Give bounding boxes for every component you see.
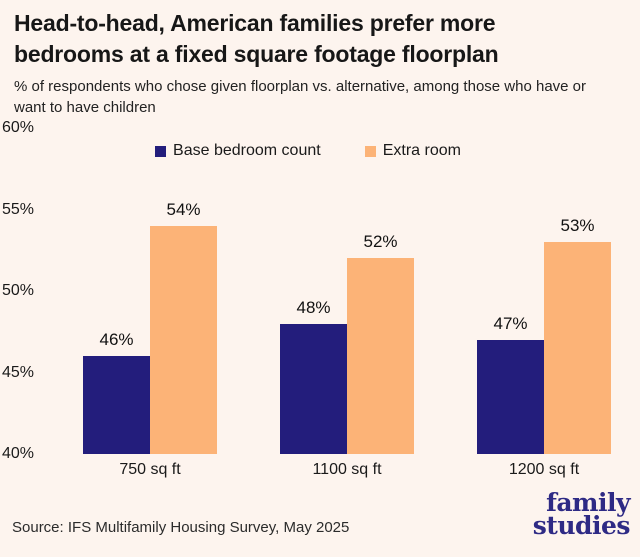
logo-line-family: family bbox=[546, 488, 630, 517]
value-label: 53% bbox=[560, 216, 595, 236]
value-label: 47% bbox=[493, 313, 528, 333]
chart-subtitle: % of respondents who chose given floorpl… bbox=[14, 77, 587, 116]
y-tick-label: 50% bbox=[2, 282, 35, 299]
legend: Base bedroom count Extra room bbox=[0, 142, 628, 160]
y-tick-label: 55% bbox=[2, 200, 35, 218]
value-label: 54% bbox=[166, 199, 201, 219]
header: Head-to-head, American families prefer m… bbox=[14, 8, 606, 118]
legend-swatch bbox=[155, 145, 167, 157]
bar bbox=[347, 258, 414, 454]
legend-label: Base bedroom count bbox=[173, 142, 321, 159]
bar bbox=[280, 323, 347, 454]
chart-title: Head-to-head, American families prefer m… bbox=[14, 10, 499, 67]
legend-item: Extra room bbox=[364, 142, 461, 160]
bar bbox=[544, 242, 611, 454]
bar bbox=[477, 339, 544, 454]
y-tick-label: 40% bbox=[2, 445, 35, 462]
y-tick-label: 45% bbox=[2, 363, 35, 381]
category-label: 1100 sq ft bbox=[312, 461, 382, 478]
bar bbox=[83, 356, 150, 454]
category-label: 1200 sq ft bbox=[508, 461, 580, 478]
category-label: 750 sq ft bbox=[119, 461, 181, 478]
source-note: Source: IFS Multifamily Housing Survey, … bbox=[12, 519, 350, 536]
legend-swatch bbox=[364, 145, 376, 157]
bar bbox=[150, 225, 217, 454]
legend-item: Base bedroom count bbox=[155, 142, 321, 160]
value-label: 46% bbox=[99, 330, 134, 350]
y-tick-label: 60% bbox=[2, 119, 35, 136]
family-studies-logo: family studies bbox=[532, 488, 631, 540]
logo-line-studies: studies bbox=[532, 511, 631, 540]
value-label: 52% bbox=[363, 232, 398, 252]
value-label: 48% bbox=[296, 297, 331, 317]
legend-label: Extra room bbox=[382, 142, 461, 159]
